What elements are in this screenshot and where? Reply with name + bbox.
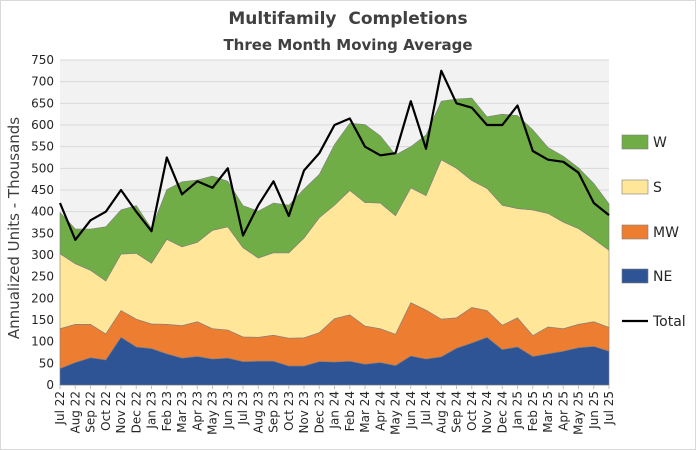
- y-tick-label: 550: [31, 140, 54, 154]
- x-tick-label: Nov 23: [297, 391, 311, 434]
- legend-swatch-s: [621, 179, 649, 195]
- x-tick-label: Jun 25: [587, 391, 601, 430]
- y-tick-label: 400: [31, 205, 54, 219]
- y-tick-label: 150: [31, 313, 54, 327]
- x-tick-label: Jul 23: [236, 391, 250, 426]
- legend-label-total: Total: [652, 314, 686, 330]
- chart-title: Multifamily Completions: [228, 9, 468, 29]
- x-tick-label: Feb 24: [343, 391, 357, 431]
- x-tick-label: Oct 22: [99, 391, 113, 431]
- x-tick-label: May 25: [572, 391, 586, 435]
- x-tick-label: Jan 24: [328, 391, 342, 430]
- area-w: [59, 97, 610, 282]
- y-tick-label: 300: [31, 248, 54, 262]
- x-tick-label: Dec 22: [129, 391, 143, 433]
- x-tick-label: Aug 24: [434, 391, 448, 434]
- y-tick-label: 250: [31, 270, 54, 284]
- y-tick-label: 0: [46, 378, 54, 392]
- x-tick-label: May 23: [206, 391, 220, 435]
- x-tick-label: Mar 25: [541, 391, 555, 433]
- legend-swatch-w: [621, 134, 649, 150]
- x-tick-label: Nov 24: [480, 391, 494, 434]
- x-tick-label: Sep 24: [450, 391, 464, 433]
- x-tick-label: Jul 25: [602, 391, 616, 426]
- x-tick-label: Aug 23: [251, 391, 265, 434]
- x-tick-label: Sep 23: [267, 391, 281, 433]
- x-tick-label: Dec 24: [495, 391, 509, 433]
- legend-label-mw: MW: [653, 225, 679, 241]
- legend-swatch-ne: [621, 268, 649, 284]
- y-tick-label: 50: [39, 356, 54, 370]
- y-tick-label: 700: [31, 75, 54, 89]
- x-tick-label: Feb 25: [526, 391, 540, 431]
- x-tick-label: Apr 23: [190, 391, 204, 431]
- y-tick-label: 650: [31, 96, 54, 110]
- x-tick-label: May 24: [389, 391, 403, 435]
- x-tick-label: Jul 24: [419, 391, 433, 426]
- y-tick-label: 450: [31, 183, 54, 197]
- y-tick-label: 750: [31, 53, 54, 67]
- y-tick-label: 350: [31, 226, 54, 240]
- x-tick-label: Jun 24: [404, 391, 418, 430]
- legend-label-s: S: [653, 180, 662, 196]
- x-tick-label: Nov 22: [114, 391, 128, 434]
- x-tick-label: Jan 25: [511, 391, 525, 430]
- x-tick-label: Dec 23: [312, 391, 326, 433]
- x-tick-label: Jul 22: [53, 391, 67, 426]
- x-tick-label: Oct 23: [282, 391, 296, 431]
- x-tick-label: Feb 23: [160, 391, 174, 431]
- x-tick-label: Jan 23: [145, 391, 159, 430]
- y-tick-label: 100: [31, 335, 54, 349]
- x-tick-label: Jun 23: [221, 391, 235, 430]
- chart-subtitle: Three Month Moving Average: [223, 36, 473, 54]
- x-tick-label: Apr 25: [556, 391, 570, 431]
- legend-label-ne: NE: [653, 269, 672, 285]
- legend-label-w: W: [653, 135, 667, 151]
- x-tick-label: Aug 22: [68, 391, 82, 434]
- x-tick-label: Mar 23: [175, 391, 189, 433]
- y-tick-label: 200: [31, 291, 54, 305]
- x-tick-label: Sep 22: [84, 391, 98, 433]
- y-tick-label: 600: [31, 118, 54, 132]
- y-tick-label: 500: [31, 161, 54, 175]
- x-tick-label: Apr 24: [373, 391, 387, 431]
- legend-swatch-mw: [621, 224, 649, 240]
- y-axis-label: Annualized Units - Thousands: [5, 117, 23, 339]
- x-tick-label: Oct 24: [465, 391, 479, 431]
- total-line: [58, 69, 610, 241]
- x-tick-label: Mar 24: [358, 391, 372, 433]
